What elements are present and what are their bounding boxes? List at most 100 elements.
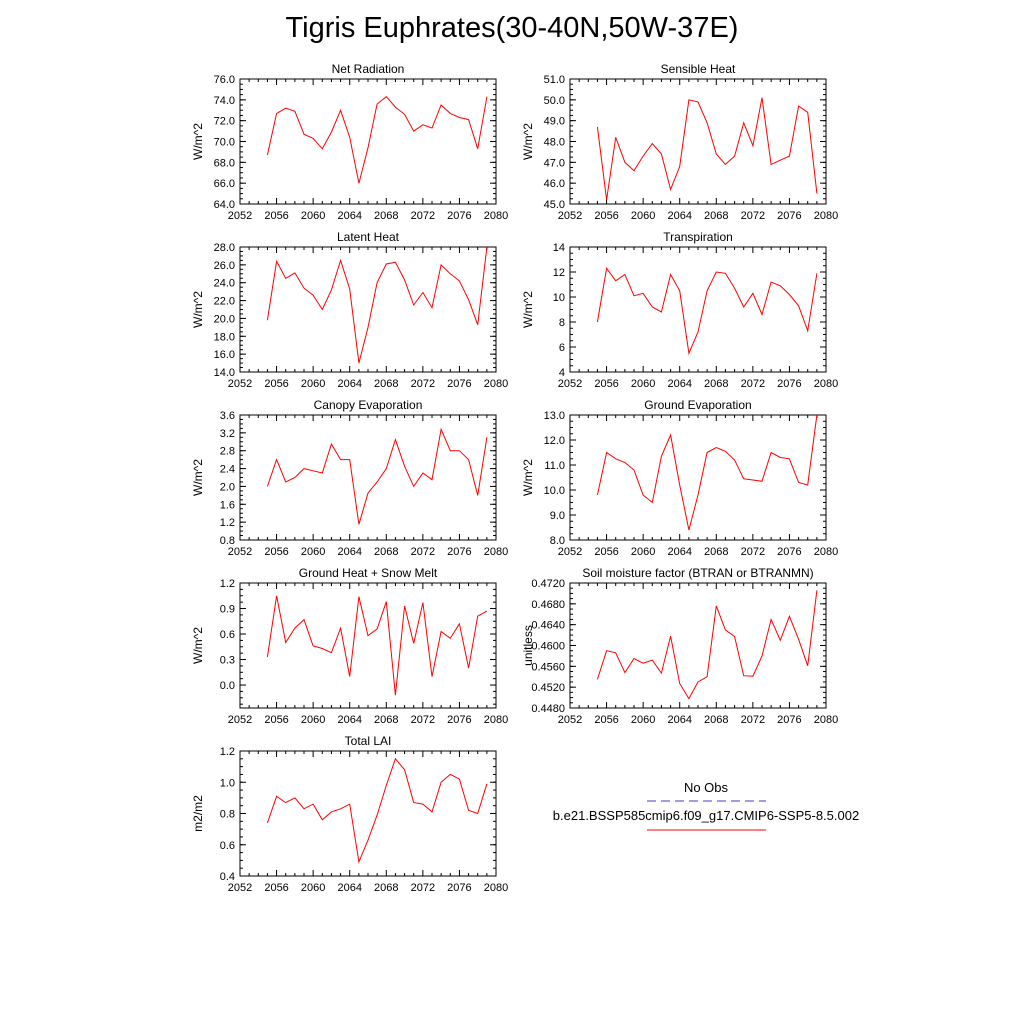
x-tick-label: 2064 bbox=[337, 210, 361, 222]
x-tick-label: 2072 bbox=[741, 378, 765, 390]
y-tick-label: 70.0 bbox=[214, 137, 235, 149]
x-tick-label: 2060 bbox=[631, 210, 655, 222]
panel-title: Canopy Evaporation bbox=[314, 398, 423, 412]
x-tick-label: 2060 bbox=[631, 546, 655, 558]
y-tick-label: 10.0 bbox=[544, 485, 565, 497]
x-tick-label: 2072 bbox=[741, 210, 765, 222]
panel-total-lai: Total LAI m2/m2 2052 2056 2060 2064 2068 2072 20… bbox=[191, 734, 508, 894]
y-tick-label: 74.0 bbox=[214, 95, 235, 107]
panel-soil-moisture-factor-btran-or-btranmn: Soil moisture factor (BTRAN or BTRANMN) u… bbox=[521, 566, 838, 726]
x-tick-label: 2068 bbox=[704, 378, 728, 390]
x-tick-label: 2072 bbox=[741, 714, 765, 726]
y-tick-label: 14.0 bbox=[214, 367, 235, 379]
x-tick-label: 2052 bbox=[228, 546, 252, 558]
y-tick-label: 14 bbox=[553, 242, 565, 254]
y-axis-label: W/m^2 bbox=[191, 459, 205, 496]
y-axis-label: W/m^2 bbox=[521, 291, 535, 328]
x-tick-label: 2056 bbox=[264, 378, 288, 390]
y-tick-label: 2.0 bbox=[220, 481, 235, 493]
panel-title: Transpiration bbox=[663, 230, 733, 244]
plot-frame bbox=[569, 414, 827, 541]
series-line bbox=[596, 414, 818, 531]
y-tick-label: 12.0 bbox=[544, 435, 565, 447]
y-tick-label: 0.4640 bbox=[531, 620, 565, 632]
y-tick-label: 11.0 bbox=[544, 460, 565, 472]
plot-frame bbox=[239, 414, 497, 541]
y-tick-label: 8.0 bbox=[550, 535, 565, 547]
x-tick-label: 2072 bbox=[411, 882, 435, 894]
plot-frame bbox=[569, 246, 827, 373]
series-line bbox=[266, 427, 488, 525]
x-tick-label: 2080 bbox=[484, 714, 508, 726]
series-line bbox=[266, 757, 488, 864]
x-tick-label: 2068 bbox=[374, 546, 398, 558]
y-tick-label: 24.0 bbox=[214, 278, 235, 290]
panel-title: Net Radiation bbox=[332, 62, 405, 76]
y-tick-label: 2.4 bbox=[220, 464, 235, 476]
y-tick-label: 1.2 bbox=[220, 578, 235, 590]
panel-title: Soil moisture factor (BTRAN or BTRANMN) bbox=[582, 566, 813, 580]
panel-ground-evaporation: Ground Evaporation W/m^2 2052 2056 2060 2064 2… bbox=[521, 398, 838, 558]
x-tick-label: 2052 bbox=[558, 714, 582, 726]
plot-frame bbox=[239, 750, 497, 877]
x-tick-label: 2076 bbox=[447, 546, 471, 558]
x-tick-label: 2080 bbox=[814, 546, 838, 558]
x-tick-label: 2056 bbox=[264, 714, 288, 726]
x-tick-label: 2072 bbox=[411, 378, 435, 390]
y-tick-label: 0.8 bbox=[220, 809, 235, 821]
y-tick-label: 47.0 bbox=[544, 157, 565, 169]
y-tick-label: 3.6 bbox=[220, 410, 235, 422]
y-tick-label: 51.0 bbox=[544, 74, 565, 86]
x-tick-label: 2080 bbox=[484, 882, 508, 894]
x-tick-label: 2060 bbox=[301, 714, 325, 726]
y-tick-label: 1.6 bbox=[220, 499, 235, 511]
x-tick-label: 2080 bbox=[484, 210, 508, 222]
y-tick-label: 0.6 bbox=[220, 840, 235, 852]
x-tick-label: 2072 bbox=[411, 546, 435, 558]
y-tick-label: 72.0 bbox=[214, 116, 235, 128]
x-tick-label: 2064 bbox=[667, 210, 691, 222]
x-tick-label: 2076 bbox=[447, 210, 471, 222]
x-tick-label: 2064 bbox=[337, 378, 361, 390]
x-tick-label: 2052 bbox=[558, 546, 582, 558]
y-tick-label: 76.0 bbox=[214, 74, 235, 86]
panel-title: Total LAI bbox=[345, 734, 392, 748]
y-tick-label: 0.4 bbox=[220, 871, 235, 883]
x-tick-label: 2052 bbox=[558, 378, 582, 390]
legend-case-label: b.e21.BSSP585cmip6.f09_g17.CMIP6-SSP5-8.… bbox=[553, 808, 859, 823]
series-line bbox=[596, 267, 818, 356]
x-tick-label: 2068 bbox=[704, 546, 728, 558]
x-tick-label: 2056 bbox=[264, 210, 288, 222]
x-tick-label: 2060 bbox=[301, 882, 325, 894]
y-tick-label: 10 bbox=[553, 292, 565, 304]
panel-title: Latent Heat bbox=[337, 230, 400, 244]
y-tick-label: 4 bbox=[559, 367, 565, 379]
y-axis-label: W/m^2 bbox=[521, 459, 535, 496]
x-tick-label: 2060 bbox=[631, 378, 655, 390]
x-tick-label: 2060 bbox=[301, 378, 325, 390]
series-line bbox=[266, 96, 488, 184]
y-tick-label: 9.0 bbox=[550, 510, 565, 522]
y-axis-label: W/m^2 bbox=[191, 627, 205, 664]
y-tick-label: 0.9 bbox=[220, 604, 235, 616]
y-tick-label: 66.0 bbox=[214, 178, 235, 190]
x-tick-label: 2080 bbox=[814, 714, 838, 726]
x-tick-label: 2076 bbox=[777, 546, 801, 558]
y-tick-label: 13.0 bbox=[544, 410, 565, 422]
legend-obs-label: No Obs bbox=[684, 780, 729, 795]
y-tick-label: 1.0 bbox=[220, 777, 235, 789]
x-tick-label: 2064 bbox=[337, 714, 361, 726]
y-axis-label: W/m^2 bbox=[191, 291, 205, 328]
y-tick-label: 0.4720 bbox=[531, 578, 565, 590]
panel-title: Ground Heat + Snow Melt bbox=[299, 566, 438, 580]
y-tick-label: 22.0 bbox=[214, 296, 235, 308]
x-tick-label: 2068 bbox=[704, 714, 728, 726]
x-tick-label: 2076 bbox=[447, 714, 471, 726]
x-tick-label: 2072 bbox=[411, 714, 435, 726]
x-tick-label: 2064 bbox=[667, 546, 691, 558]
y-tick-label: 3.2 bbox=[220, 428, 235, 440]
x-tick-label: 2076 bbox=[777, 714, 801, 726]
panel-transpiration: Transpiration W/m^2 2052 2056 2060 2064 2068 20… bbox=[521, 230, 838, 390]
y-tick-label: 1.2 bbox=[220, 746, 235, 758]
